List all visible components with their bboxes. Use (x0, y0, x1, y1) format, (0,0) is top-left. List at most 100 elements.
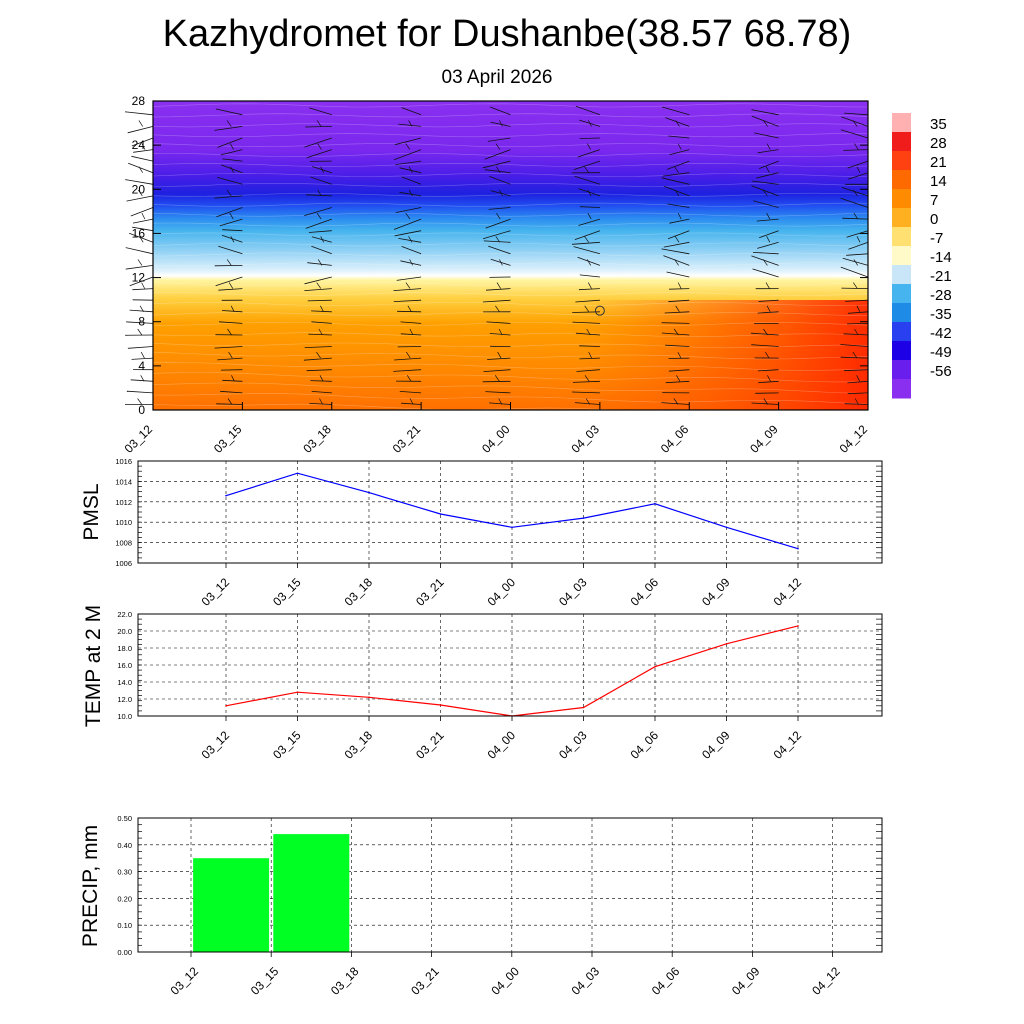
wind-barb-03_12 (129, 276, 154, 287)
wind-barb-04_00 (489, 333, 511, 336)
wind-barb-flag (856, 166, 861, 173)
wind-barb-03_18 (305, 218, 332, 229)
x-tick-label: 03_12 (168, 964, 202, 998)
wind-barb-flag (138, 120, 143, 127)
wind-barb-04_12 (846, 323, 869, 325)
y-tick-label: 0 (138, 403, 145, 417)
wind-barb-04_12 (848, 241, 869, 250)
wind-barb-04_12 (841, 287, 869, 289)
wind-barb-04_06 (666, 271, 690, 278)
isotherm (152, 232, 869, 237)
isotherm (152, 322, 869, 327)
data-point-04_12 (797, 625, 799, 627)
wind-barb-03_21 (400, 333, 422, 336)
wind-barb-flag (496, 212, 501, 220)
wind-barb-03_21 (394, 357, 422, 361)
wind-barb-03_15 (220, 149, 243, 156)
wind-barb-03_15 (218, 321, 243, 324)
pmsl-panel: PMSL 1006 1008 1010 1012 1014 1016 03_12 03_15 0… (80, 457, 883, 609)
wind-barb-03_15 (217, 357, 243, 361)
wind-barb-03_12 (129, 309, 154, 313)
wind-barb-04_00 (487, 357, 511, 360)
x-tick-label: 04_03 (556, 575, 590, 609)
isotherm (152, 302, 869, 307)
wind-barb-04_12 (840, 344, 869, 347)
wind-barb-flag (498, 398, 503, 405)
wind-barb-04_03 (579, 345, 600, 347)
isotherm (152, 361, 869, 371)
wind-barb-03_18 (306, 149, 332, 159)
wind-barb-04_00 (485, 391, 511, 394)
wind-barb-flag (763, 120, 768, 127)
wind-barb-04_03 (574, 402, 600, 405)
wind-barb-03_21 (400, 321, 422, 324)
wind-barb-04_12 (847, 160, 869, 169)
precip-ylabel: PRECIP, mm (79, 825, 102, 947)
wind-barb-04_00 (488, 207, 511, 210)
wind-barb-flag (495, 305, 500, 312)
wind-barb-flag (587, 189, 592, 197)
panel-frame (137, 460, 883, 564)
isotherm (152, 103, 869, 108)
x-tick-label: 03_15 (248, 964, 282, 998)
wind-barb-04_00 (485, 288, 511, 291)
wind-barb-flag (677, 351, 682, 359)
wind-barb-04_03 (578, 218, 601, 226)
wind-barb-03_12 (128, 162, 154, 174)
wind-barb-04_06 (661, 248, 690, 255)
wind-barb-flag (674, 189, 680, 197)
wind-barb-03_15 (214, 126, 243, 131)
x-tick-label: 04_00 (488, 964, 522, 998)
wind-barb-04_00 (490, 121, 511, 127)
precip-bar-03_15 (193, 858, 270, 952)
wind-barb-flag (230, 236, 235, 243)
wind-barb-03_18 (308, 333, 332, 336)
isotherm (152, 332, 869, 338)
x-tick-label: 04_03 (569, 964, 603, 998)
y-tick-label: 18.0 (117, 644, 132, 653)
wind-barb-04_09 (758, 160, 779, 169)
wind-barb-03_12 (125, 321, 154, 324)
x-tick-label: 03_18 (300, 422, 334, 456)
wind-barb-flag (409, 398, 414, 405)
wind-barb-04_12 (844, 112, 869, 116)
wind-barb-flag (228, 351, 233, 359)
x-tick-label: 04_06 (658, 422, 692, 456)
wind-barb-04_00 (486, 321, 511, 324)
wind-barb-flag (408, 166, 413, 173)
isotherm (152, 163, 869, 167)
y-tick-label: 0.30 (117, 868, 132, 877)
x-tick-label: 04_12 (809, 964, 843, 998)
wind-barb-04_00 (484, 169, 511, 174)
y-tick-label: 24 (132, 138, 146, 152)
wind-barb-flag (227, 328, 232, 336)
wind-barb-03_15 (222, 379, 243, 382)
isotherm (152, 272, 869, 277)
wind-barb-flag (495, 236, 501, 243)
colorbar-swatch (892, 208, 911, 228)
wind-barb-04_03 (571, 391, 600, 394)
data-point-04_06 (654, 503, 656, 505)
wind-barb-flag (856, 236, 861, 243)
x-tick-label: 03_15 (211, 422, 245, 456)
x-tick-label: 03_12 (122, 422, 156, 456)
data-point-04_09 (725, 526, 728, 529)
colorbar-label: -14 (930, 249, 952, 266)
data-point-03_15 (296, 472, 299, 475)
wind-barb-flag (496, 166, 501, 173)
wind-barb-flag (495, 143, 501, 150)
wind-barb-03_12 (132, 226, 154, 232)
precip-panel: PRECIP, mm 0.00 0.10 0.20 0.30 0.40 0.50 03_12… (79, 814, 883, 998)
x-tick-label: 03_21 (413, 728, 447, 762)
wind-barb-04_03 (579, 137, 600, 139)
wind-barb-03_12 (125, 265, 154, 270)
wind-barb-03_21 (398, 238, 422, 243)
wind-barb-03_18 (311, 236, 332, 243)
wind-barb-04_00 (482, 299, 511, 303)
x-tick-label: 04_12 (837, 422, 871, 456)
wind-barb-04_09 (751, 402, 779, 405)
wind-barb-flag (137, 328, 143, 336)
wind-barb-03_21 (393, 288, 422, 291)
wind-barb-04_03 (577, 149, 601, 158)
data-point-03_21 (439, 513, 442, 515)
